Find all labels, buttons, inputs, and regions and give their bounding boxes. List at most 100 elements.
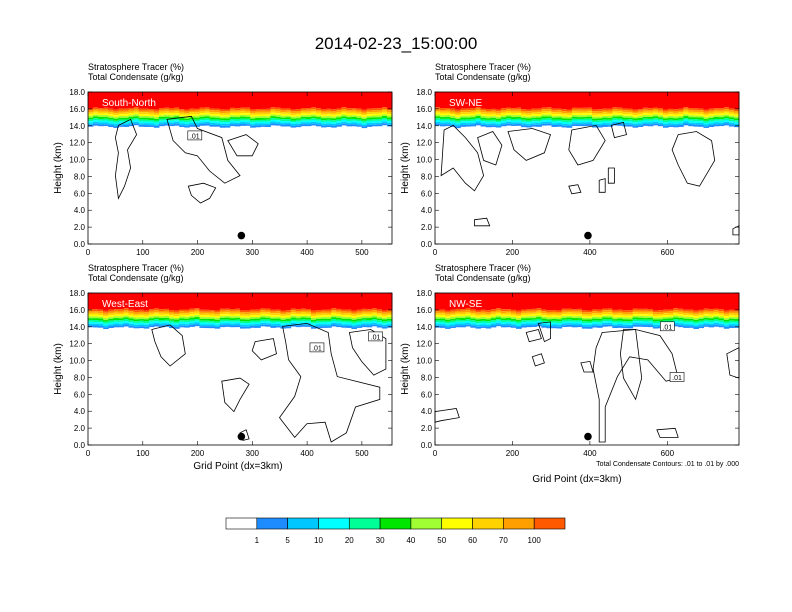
tracer-cell [209, 92, 216, 109]
tracer-cell [240, 312, 246, 314]
colorbar-box [287, 517, 319, 530]
tracer-cell [174, 107, 180, 110]
tracer-cell [275, 92, 282, 108]
tracer-cell [93, 316, 99, 319]
tracer-cell [450, 319, 456, 321]
tracer-cell [321, 293, 327, 310]
tracer-cell [346, 115, 352, 118]
tracer-cell [331, 324, 337, 327]
tracer-cell [310, 107, 317, 110]
tracer-cell [224, 310, 231, 313]
x-axis-label: Grid Point (dx=3km) [532, 474, 621, 485]
tracer-cell [98, 318, 104, 321]
tracer-cell [234, 310, 241, 313]
tracer-cell [637, 319, 644, 322]
tracer-cell [622, 322, 629, 325]
tracer-cell [280, 317, 287, 320]
tracer-cell [708, 116, 715, 118]
tracer-cell [505, 121, 512, 124]
tracer-cell [194, 318, 200, 321]
tracer-cell [214, 321, 221, 324]
tracer-cell [300, 314, 307, 316]
tracer-cell [516, 310, 522, 313]
tracer-cell [169, 317, 175, 320]
tracer-cell [376, 115, 383, 118]
tracer-cell [209, 324, 216, 327]
tracer-cell [255, 293, 261, 310]
tracer-cell [189, 122, 195, 125]
tracer-cell [713, 120, 720, 123]
tracer-cell [642, 316, 649, 319]
tracer-cell [366, 114, 373, 116]
tracer-cell [316, 115, 322, 118]
tracer-cell [331, 116, 337, 119]
tracer-cell [663, 309, 669, 312]
tracer-cell [295, 125, 302, 128]
tracer-cell [713, 310, 720, 312]
tracer-cell [88, 293, 94, 310]
tracer-cell [516, 293, 522, 311]
tracer-cell [143, 92, 150, 109]
tracer-cell [326, 114, 332, 117]
tracer-cell [703, 120, 710, 123]
tracer-cell [683, 118, 689, 120]
tracer-cell [587, 314, 593, 316]
tracer-cell [526, 109, 532, 112]
tracer-cell [551, 114, 558, 117]
contour-label-box [669, 372, 685, 382]
tracer-cell [627, 324, 634, 327]
tracer-cell [316, 117, 322, 119]
tracer-cell [351, 325, 358, 328]
tracer-cell [265, 317, 271, 320]
tracer-cell [475, 317, 482, 320]
tracer-cell [632, 312, 639, 315]
y-tick-label: 2.0 [74, 223, 86, 232]
tracer-cell [158, 116, 165, 119]
tracer-cell [602, 322, 608, 325]
tracer-cell [265, 293, 271, 309]
tracer-cell [632, 308, 639, 311]
tracer-cell [285, 319, 292, 321]
tracer-cell [668, 92, 674, 109]
tracer-cell [445, 124, 451, 127]
tracer-cell [480, 123, 487, 125]
tracer-cell [592, 111, 598, 114]
tracer-cell [169, 124, 175, 127]
contour-line [348, 329, 387, 376]
tracer-cell [663, 313, 669, 316]
tracer-cell [381, 114, 388, 117]
tracer-cell [356, 315, 363, 318]
x-tick-label: 400 [583, 248, 597, 257]
tracer-cell [657, 313, 664, 316]
tracer-cell [485, 123, 492, 126]
tracer-cell [480, 124, 487, 127]
tracer-cell [341, 107, 347, 110]
tracer-cell [280, 326, 287, 329]
tracer-cell [587, 293, 593, 311]
tracer-cell [592, 314, 598, 317]
tracer-cell [571, 113, 578, 115]
tracer-cell [103, 321, 109, 324]
y-tick-label: 0.0 [421, 441, 433, 450]
tracer-cell [336, 308, 342, 311]
tracer-cell [617, 311, 623, 314]
tracer-cell [708, 108, 715, 111]
tracer-cell [678, 321, 684, 324]
tracer-cell [688, 108, 694, 110]
tracer-cell [455, 310, 461, 313]
tracer-cell [475, 323, 482, 325]
tracer-cell [336, 323, 342, 326]
tracer-cell [189, 312, 195, 315]
tracer-cell [240, 310, 246, 313]
tracer-cell [93, 318, 99, 321]
tracer-cell [455, 92, 461, 110]
tracer-cell [657, 319, 664, 322]
tracer-cell [356, 108, 363, 111]
tracer-cell [723, 92, 730, 108]
tracer-cell [511, 92, 517, 109]
tracer-cell [366, 325, 373, 328]
tracer-cell [622, 124, 629, 127]
tracer-cell [637, 110, 644, 113]
tracer-cell [310, 321, 317, 324]
tracer-cell [164, 113, 170, 115]
